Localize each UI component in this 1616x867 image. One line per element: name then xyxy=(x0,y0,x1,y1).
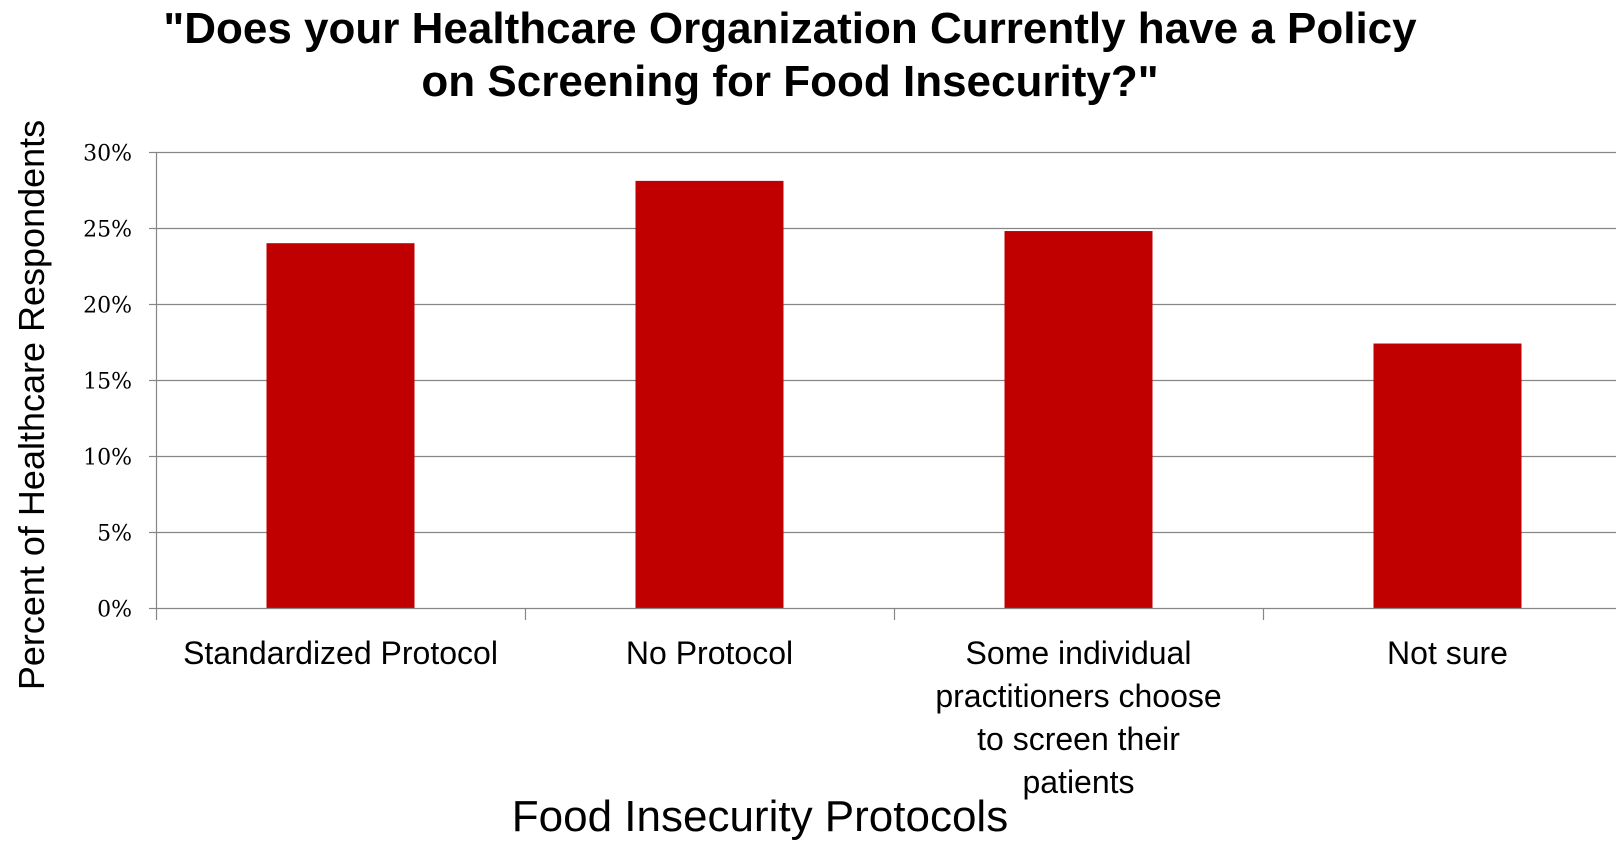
y-tick-label: 30% xyxy=(83,142,132,167)
x-axis-title: Food Insecurity Protocols xyxy=(511,792,1009,841)
x-tick-label: Not sure xyxy=(1387,635,1508,671)
y-tick-label: 10% xyxy=(83,446,132,471)
bar xyxy=(1004,231,1153,609)
bar xyxy=(1373,343,1522,608)
x-tick-label: Some individual practitioners choose to sc… xyxy=(935,635,1221,800)
y-tick-label: 25% xyxy=(83,218,132,243)
bar xyxy=(635,180,784,608)
y-tick-label: 0% xyxy=(97,598,132,623)
y-tick-label: 15% xyxy=(83,370,132,395)
bar xyxy=(266,243,415,608)
y-tick-label: 5% xyxy=(97,522,132,547)
x-tick-label: Standardized Protocol xyxy=(183,635,498,671)
y-tick-label: 20% xyxy=(83,294,132,319)
chart-title: "Does your Healthcare Organization Curre… xyxy=(163,4,1417,106)
x-tick-label: No Protocol xyxy=(626,635,793,671)
